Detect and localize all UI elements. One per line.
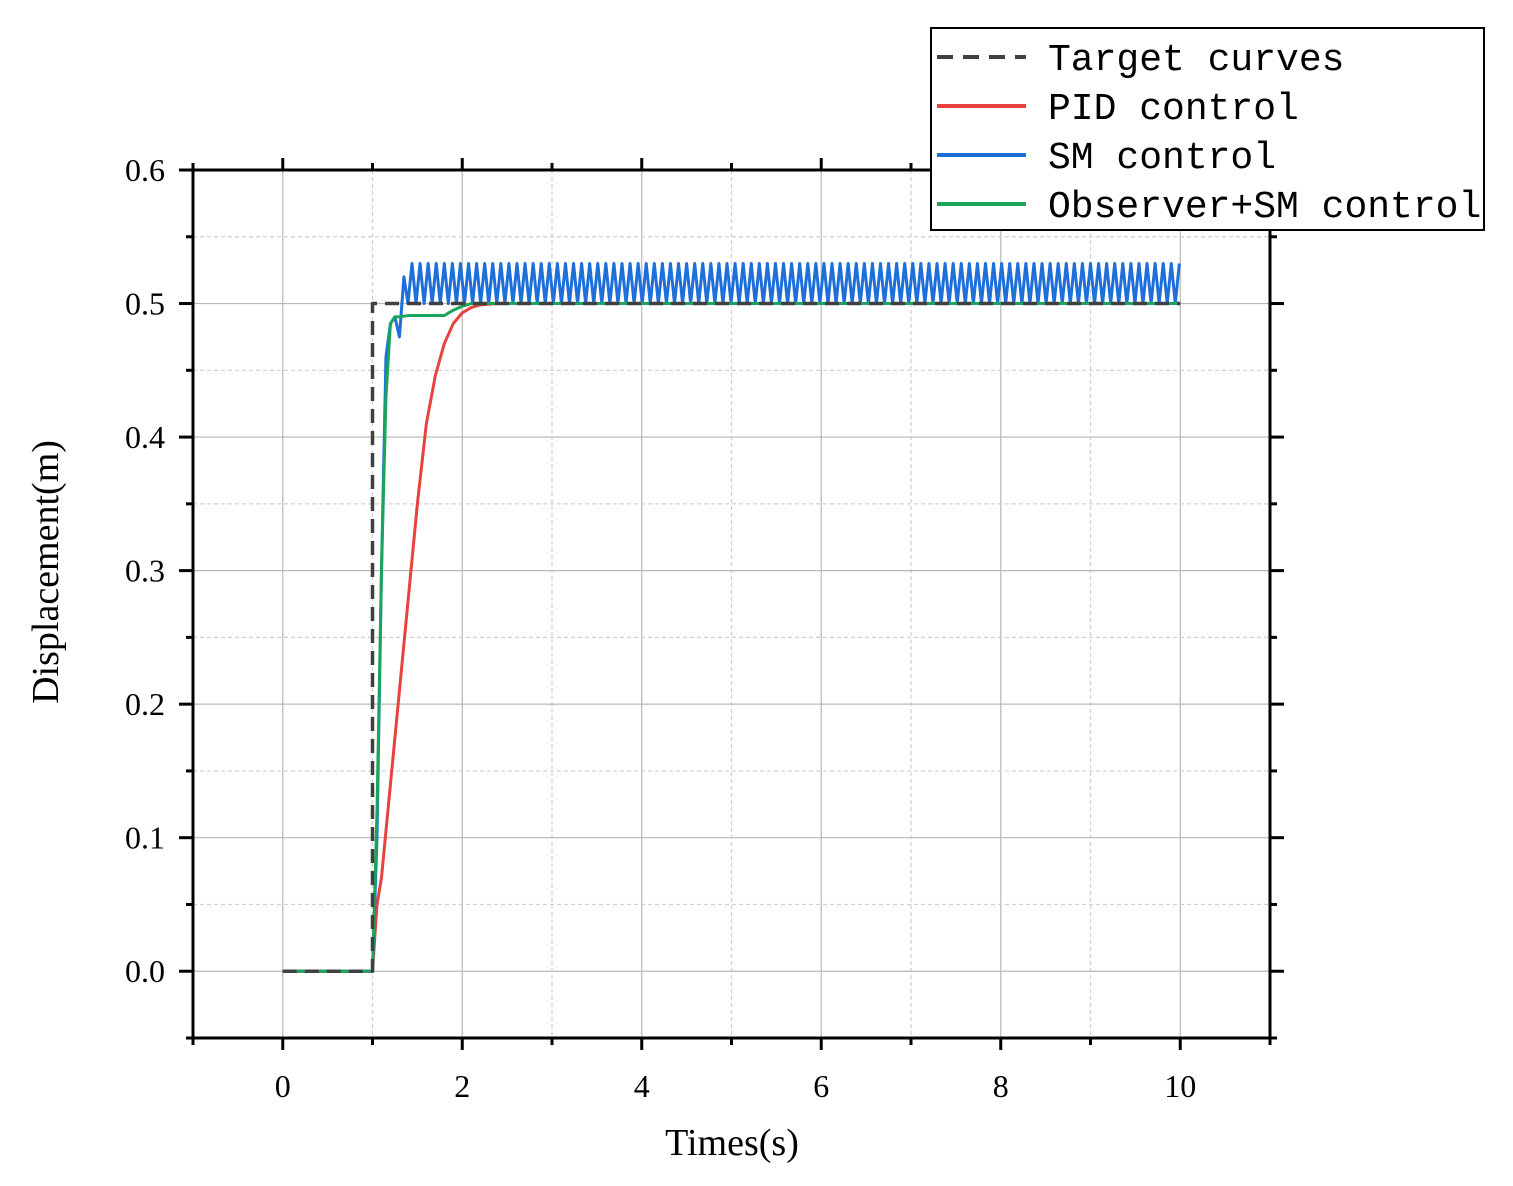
x-axis-title: Times(s) [665,1122,799,1164]
y-tick-label: 0.5 [125,286,165,322]
tick-labels: 0 2 4 6 8 10 0.0 0.1 0.2 0.3 0.4 0.5 0.6 [125,152,1196,1104]
legend-box [930,27,1485,231]
x-tick-label: 8 [993,1068,1009,1104]
y-tick-label: 0.6 [125,152,165,188]
series-lines [282,261,1181,973]
x-tick-label: 10 [1164,1068,1196,1104]
y-axis-title: Displacement(m) [25,440,67,704]
y-tick-label: 0.4 [125,419,165,455]
series-line-sm-control [282,261,1181,973]
x-tick-label: 2 [454,1068,470,1104]
y-tick-label: 0.1 [125,820,165,856]
x-tick-label: 6 [813,1068,829,1104]
x-tick-label: 0 [275,1068,291,1104]
legend-label: PID control [1048,88,1299,131]
y-tick-label: 0.0 [125,953,165,989]
x-tick-label: 4 [634,1068,650,1104]
legend-label: Target curves [1048,39,1344,82]
legend-label: Observer+SM control [1048,186,1481,229]
legend: Target curves PID control SM control Observ… [930,27,1485,231]
y-tick-label: 0.2 [125,686,165,722]
y-tick-label: 0.3 [125,553,165,589]
legend-label: SM control [1048,137,1276,180]
series-line-target-curves [282,301,1181,973]
series-line-observer-sm-control [282,302,1181,973]
